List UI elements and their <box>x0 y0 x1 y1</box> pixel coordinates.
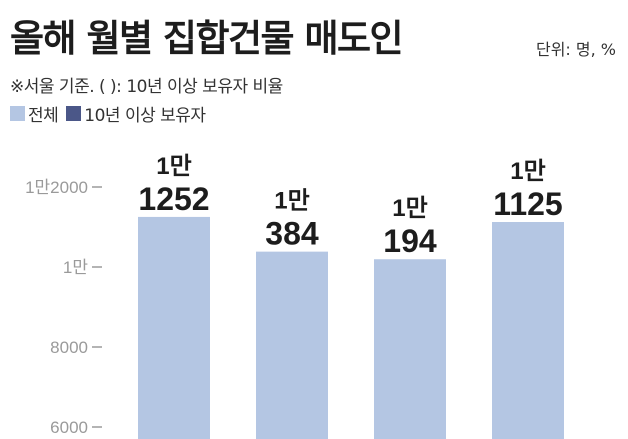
y-tick-label: 1만 <box>63 258 88 277</box>
bar <box>492 222 564 439</box>
chart-note: ※서울 기준. ( ): 10년 이상 보유자 비율 <box>10 77 283 97</box>
bar <box>138 216 210 439</box>
data-label-bottom: 1252 <box>138 181 209 217</box>
legend-label-long-term: 10년 이상 보유자 <box>84 106 206 126</box>
data-label-top: 1만 <box>156 153 191 180</box>
data-label-bottom: 1125 <box>493 186 562 222</box>
y-tick-label: 8000 <box>50 338 88 357</box>
bar <box>374 259 446 439</box>
y-tick-label: 6000 <box>50 418 88 437</box>
bar <box>256 251 328 439</box>
legend-item-total: 전체 <box>10 101 59 126</box>
legend-item-long-term: 10년 이상 보유자 <box>66 101 206 126</box>
data-label-bottom: 194 <box>383 223 437 259</box>
legend: 전체 10년 이상 보유자 <box>10 101 214 126</box>
legend-swatch-long-term <box>66 106 82 121</box>
chart-title: 올해 월별 집합건물 매도인 <box>10 17 404 60</box>
y-tick-label: 1만2000 <box>25 178 88 197</box>
legend-swatch-total <box>10 106 25 121</box>
legend-label-total: 전체 <box>28 106 59 126</box>
data-label-top: 1만 <box>510 158 545 185</box>
data-label-top: 1만 <box>274 188 309 215</box>
data-label-top: 1만 <box>392 195 427 222</box>
unit-note: 단위: 명, % <box>535 40 616 59</box>
data-label-bottom: 384 <box>265 216 319 252</box>
